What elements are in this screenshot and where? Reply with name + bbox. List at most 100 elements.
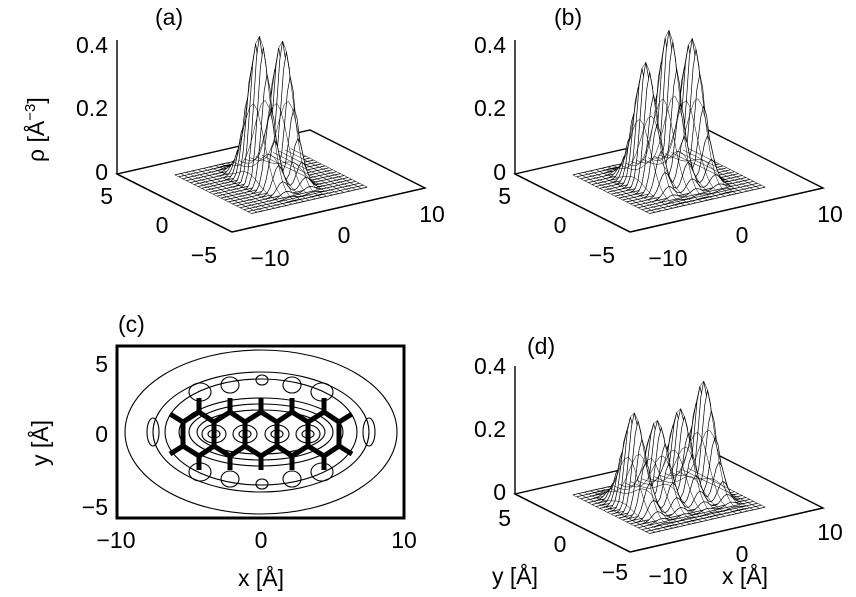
surface-mesh-column: [636, 449, 714, 520]
panel-a-x-tick: 0: [338, 222, 351, 248]
surface-mesh-column: [671, 429, 749, 512]
panel-d-z-tick: 0.2: [474, 416, 506, 442]
surface-mesh-column: [589, 170, 667, 210]
contour-line: [146, 417, 160, 447]
surface-mesh-row: [641, 502, 758, 531]
panel-c-x-tick: 10: [391, 527, 417, 553]
molecule-ch-bond: [337, 443, 354, 457]
molecule-ch-bond: [168, 443, 185, 457]
panel-d-y-tick: −5: [602, 559, 628, 585]
panel-b-y-axis: [514, 173, 631, 233]
surface-mesh-column: [624, 98, 702, 202]
panel-c-molecule-skeleton: [168, 398, 354, 470]
surface-mesh-column: [688, 148, 766, 188]
contour-line: [152, 371, 370, 493]
panel-a-x-tick: −10: [250, 245, 289, 271]
panel-b: (b) 0.4 0.2 0 5 0 −5 −10 0 10: [474, 4, 843, 271]
panel-d-x-tick: 10: [817, 519, 843, 545]
panel-c-x-tick: −10: [96, 527, 135, 553]
surface-mesh-column: [186, 171, 264, 212]
surface-mesh-column: [613, 458, 691, 525]
surface-mesh-column: [191, 170, 269, 210]
surface-mesh-column: [180, 173, 258, 213]
surface-mesh-column: [238, 102, 316, 200]
contour-line: [164, 378, 358, 486]
surface-mesh-column: [261, 154, 339, 194]
panel-d-surface: [572, 380, 766, 534]
surface-mesh-column: [688, 468, 766, 508]
panel-b-surface: [572, 29, 766, 214]
panel-d-y-axis: [514, 493, 631, 553]
surface-mesh-column: [232, 154, 310, 201]
molecule-ch-bond: [337, 411, 354, 425]
panel-b-y-tick: 0: [554, 212, 567, 238]
panel-a-y-tick: 5: [100, 183, 113, 209]
panel-a: (a) 0.4 0.2 0 ρ [Å−3] 5 0 −5 −10 0 10: [22, 4, 445, 271]
panel-c-x-axis-label: x [Å]: [238, 564, 284, 591]
surface-mesh-column: [607, 486, 685, 526]
panel-d-x-axis: [629, 507, 824, 553]
surface-mesh-column: [682, 149, 760, 189]
panel-a-x-tick: 10: [419, 201, 445, 227]
panel-d-y-tick: 0: [554, 531, 567, 557]
panel-a-y-tick: −5: [191, 242, 217, 268]
surface-mesh-row: [641, 182, 758, 211]
panel-a-x-axis: [231, 187, 426, 233]
contour-line: [255, 374, 269, 386]
surface-mesh-column: [572, 494, 650, 534]
surface-mesh-row: [634, 174, 750, 207]
surface-mesh-column: [290, 148, 368, 188]
surface-mesh-column: [584, 171, 662, 212]
surface-mesh-column: [613, 115, 691, 205]
surface-mesh-row: [232, 161, 349, 205]
rho-axis-label: ρ [Å−3]: [22, 97, 49, 162]
surface-mesh-column: [174, 174, 252, 214]
panel-c-y-axis-label: y [Å]: [26, 420, 53, 466]
panel-d-z-tick: 0: [493, 479, 506, 505]
surface-mesh-column: [647, 100, 725, 197]
surface-mesh-column: [682, 469, 760, 509]
surface-mesh-column: [676, 470, 754, 511]
surface-mesh-column: [647, 446, 725, 517]
panel-d: (d) 0.4 0.2 0 5 0 −5 −10 0 10 y [Å] x [Å…: [474, 333, 843, 589]
panel-a-y-tick: 0: [156, 212, 169, 238]
surface-mesh-column: [572, 174, 650, 214]
surface-mesh-column: [665, 380, 743, 513]
contour-line: [255, 478, 269, 490]
contour-line: [362, 417, 376, 447]
panel-a-label: (a): [155, 4, 183, 30]
panel-a-z-tick: 0.2: [76, 95, 108, 121]
panel-a-z-tick: 0: [95, 159, 108, 185]
contour-line: [220, 470, 240, 488]
panel-d-z-tick: 0.4: [474, 353, 506, 379]
surface-mesh-column: [595, 169, 673, 209]
surface-mesh-row: [228, 137, 345, 203]
surface-mesh-column: [578, 173, 656, 213]
surface-mesh-column: [659, 431, 737, 514]
panel-d-label: (d): [527, 333, 555, 359]
contour-line: [124, 349, 398, 515]
panel-d-x-tick: 0: [736, 541, 749, 567]
panel-a-surface: [174, 35, 368, 214]
surface-mesh-row: [637, 180, 754, 209]
surface-mesh-column: [197, 169, 275, 209]
panel-b-x-axis: [629, 187, 824, 233]
panel-c-label: (c): [118, 311, 145, 337]
panel-a-y-axis: [116, 173, 233, 233]
surface-mesh-column: [209, 166, 287, 206]
panel-b-x-tick: 0: [736, 222, 749, 248]
surface-mesh-column: [284, 149, 362, 189]
surface-mesh-column: [215, 103, 293, 205]
panel-c-y-tick: 5: [95, 351, 108, 377]
panel-d-y-axis-label: y [Å]: [492, 562, 538, 589]
panel-d-x-tick: −10: [648, 563, 687, 589]
surface-mesh-column: [203, 168, 281, 208]
contour-line: [282, 470, 302, 488]
panel-c-x-tick: 0: [255, 527, 268, 553]
contour-line: [220, 376, 240, 394]
panel-c: (c): [26, 311, 417, 591]
surface-mesh-column: [671, 152, 749, 192]
surface-mesh-column: [578, 493, 656, 533]
surface-mesh-column: [267, 153, 345, 193]
